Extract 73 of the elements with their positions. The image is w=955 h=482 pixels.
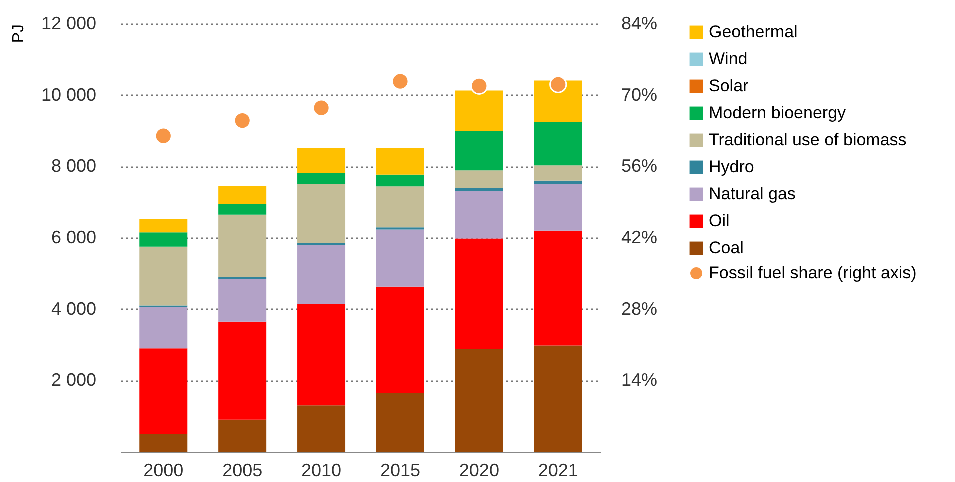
x-tick-label: 2020 [459, 460, 500, 480]
bar [376, 186, 424, 228]
legend-label: Solar [709, 76, 750, 96]
y-tick-label: 12 000 [41, 14, 96, 34]
bar [218, 279, 267, 322]
legend-label: Traditional use of biomass [709, 130, 907, 150]
bar [455, 90, 504, 132]
x-tick-label: 2021 [538, 460, 578, 480]
point [392, 72, 410, 90]
bar [140, 219, 188, 233]
legend-label: Hydro [709, 158, 754, 176]
bar [140, 348, 188, 434]
bar [534, 122, 582, 166]
y2-tick-label: 42% [622, 228, 658, 248]
bar [534, 230, 582, 346]
legend-label: Fossil fuel share (right axis) [709, 264, 917, 282]
legend-label: Oil [709, 212, 730, 230]
bar [455, 238, 504, 350]
y2-tick-label: 70% [622, 84, 658, 105]
bar [455, 170, 504, 188]
y2-tick-label: 14% [622, 370, 658, 390]
y-tick-label: 4 000 [51, 298, 96, 319]
bar [218, 214, 267, 278]
y-axis-title: PJ [10, 24, 28, 44]
bar [534, 184, 582, 231]
bar [376, 230, 424, 287]
x-tick-label: 2000 [144, 460, 184, 480]
bar [218, 204, 267, 215]
bar [298, 148, 346, 174]
bar [376, 174, 424, 187]
bar [455, 191, 504, 239]
bar [455, 131, 504, 171]
legend-label: Natural gas [709, 184, 796, 204]
y-tick-label: 10 000 [41, 84, 96, 105]
bar [298, 304, 346, 406]
bar [534, 80, 582, 122]
legend-label: Geothermal [709, 22, 798, 42]
y2-tick-label: 84% [622, 14, 658, 34]
bar [140, 308, 188, 349]
bar [218, 322, 267, 420]
legend-label: Wind [709, 50, 748, 68]
bar [140, 434, 188, 452]
bar [534, 346, 582, 452]
point [312, 99, 330, 117]
bar [218, 186, 267, 204]
bar [140, 246, 188, 306]
y-tick-label: 6 000 [51, 228, 96, 248]
x-tick-label: 2015 [380, 460, 420, 480]
y-tick-label: 2 000 [51, 370, 96, 390]
bar [455, 349, 504, 452]
bar [298, 173, 346, 184]
bar [298, 184, 346, 244]
bar [298, 245, 346, 304]
y2-tick-label: 28% [622, 298, 658, 319]
legend-label: Modern bioenergy [709, 104, 847, 122]
bar [376, 393, 424, 452]
point [550, 76, 568, 94]
bar [534, 180, 582, 184]
bar [298, 406, 346, 452]
bar [455, 188, 504, 192]
x-tick-label: 2010 [302, 460, 342, 480]
bar [218, 420, 267, 452]
point [470, 77, 488, 95]
bar [376, 286, 424, 394]
bar [534, 166, 582, 181]
point [234, 112, 252, 130]
point [154, 127, 172, 145]
bar [376, 148, 424, 175]
y-tick-label: 8 000 [51, 156, 96, 176]
legend-label: Coal [709, 238, 744, 258]
bar [140, 232, 188, 247]
x-tick-label: 2005 [222, 460, 263, 480]
y2-tick-label: 56% [622, 156, 658, 176]
